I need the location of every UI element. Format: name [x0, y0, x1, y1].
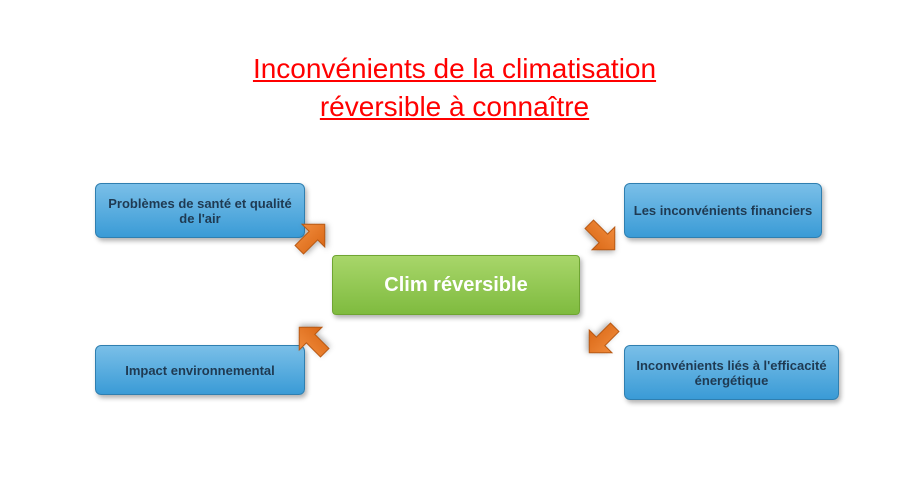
- leaf-node-2: Impact environnemental: [95, 345, 305, 395]
- leaf-node-0: Problèmes de santé et qualité de l'air: [95, 183, 305, 238]
- center-label: Clim réversible: [384, 274, 527, 297]
- leaf-node-1: Les inconvénients financiers: [624, 183, 822, 238]
- leaf-label: Problèmes de santé et qualité de l'air: [104, 196, 296, 226]
- leaf-node-3: Inconvénients liés à l'efficacité énergé…: [624, 345, 839, 400]
- diagram-title: Inconvénients de la climatisation révers…: [205, 50, 705, 126]
- leaf-label: Impact environnemental: [125, 363, 275, 378]
- leaf-label: Les inconvénients financiers: [634, 203, 812, 218]
- title-text: Inconvénients de la climatisation révers…: [253, 53, 656, 122]
- leaf-label: Inconvénients liés à l'efficacité énergé…: [633, 358, 830, 388]
- center-node: Clim réversible: [332, 255, 580, 315]
